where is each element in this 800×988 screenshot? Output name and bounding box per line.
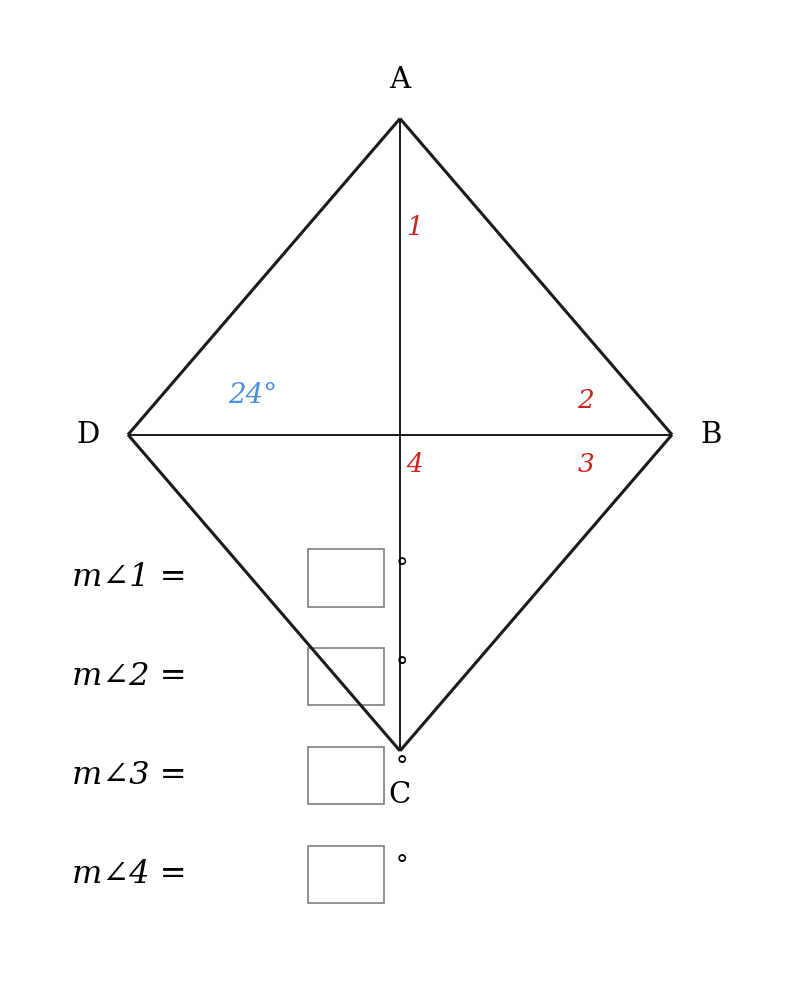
- Text: m∠1 =: m∠1 =: [72, 562, 186, 594]
- Text: °: °: [396, 557, 409, 581]
- Text: 24°: 24°: [228, 381, 277, 409]
- FancyBboxPatch shape: [308, 648, 384, 705]
- FancyBboxPatch shape: [308, 846, 384, 903]
- Text: 3: 3: [578, 452, 594, 477]
- Text: m∠3 =: m∠3 =: [72, 760, 186, 791]
- Text: °: °: [396, 656, 409, 680]
- Text: 4: 4: [406, 452, 422, 477]
- Text: °: °: [396, 854, 409, 877]
- Text: C: C: [389, 781, 411, 808]
- FancyBboxPatch shape: [308, 549, 384, 607]
- Text: B: B: [700, 421, 722, 449]
- Text: A: A: [390, 66, 410, 94]
- Text: m∠2 =: m∠2 =: [72, 661, 186, 693]
- FancyBboxPatch shape: [308, 747, 384, 804]
- Text: m∠4 =: m∠4 =: [72, 859, 186, 890]
- Text: 1: 1: [406, 214, 422, 240]
- Text: °: °: [396, 755, 409, 779]
- Text: 2: 2: [578, 387, 594, 413]
- Text: D: D: [77, 421, 100, 449]
